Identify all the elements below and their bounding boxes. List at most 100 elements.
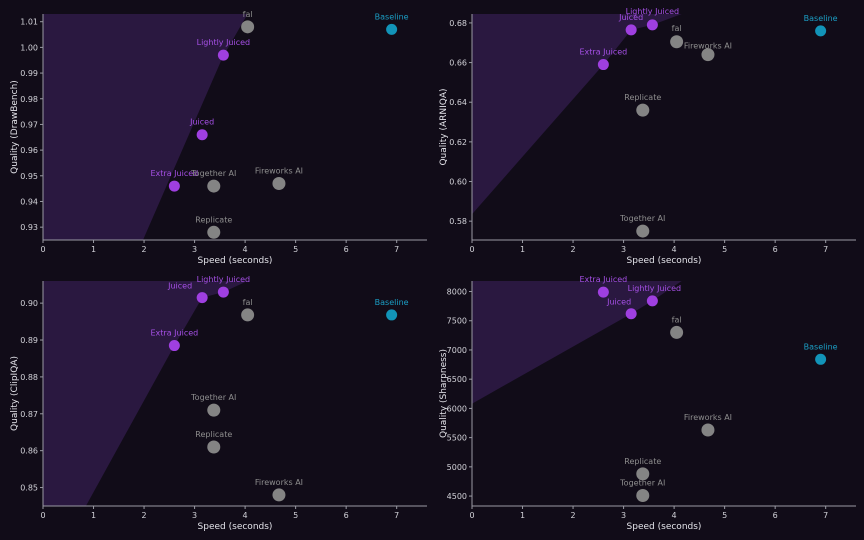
x-tick-label: 1 (520, 511, 525, 520)
point-baseline (386, 309, 398, 321)
x-tick-label: 3 (621, 511, 626, 520)
x-tick-label: 2 (571, 511, 576, 520)
y-tick-label: 0.86 (20, 447, 38, 456)
y-tick-label: 0.89 (20, 336, 38, 345)
x-axis-label: Speed (seconds) (627, 256, 702, 266)
x-tick-label: 3 (192, 511, 197, 520)
y-tick-label: 0.96 (20, 146, 38, 155)
y-tick-label: 0.88 (20, 373, 38, 382)
point-lightly-juiced (217, 286, 229, 298)
x-tick-label: 3 (192, 245, 197, 254)
point-replicate (207, 225, 221, 239)
point-label-lightly-juiced: Lightly Juiced (626, 7, 680, 16)
point-replicate (636, 467, 650, 481)
x-tick-label: 2 (142, 245, 147, 254)
point-label-fal: fal (243, 298, 253, 307)
x-axis-label: Speed (seconds) (627, 522, 702, 532)
point-label-replicate: Replicate (195, 430, 232, 439)
point-label-fireworks-ai: Fireworks AI (684, 413, 732, 422)
point-label-lightly-juiced: Lightly Juiced (628, 284, 682, 293)
x-tick-label: 5 (722, 511, 727, 520)
point-fal (670, 35, 684, 49)
x-tick-label: 2 (571, 245, 576, 254)
y-tick-label: 0.97 (20, 120, 38, 129)
x-tick-label: 4 (672, 245, 677, 254)
y-tick-label: 1.00 (20, 43, 38, 52)
y-tick-label: 0.94 (20, 197, 38, 206)
y-tick-label: 5000 (447, 463, 467, 472)
y-axis-label: Quality (DrawBench) (10, 80, 20, 174)
x-tick-label: 4 (243, 511, 248, 520)
point-baseline (386, 23, 398, 35)
y-tick-label: 0.62 (449, 138, 467, 147)
x-tick-label: 0 (40, 245, 45, 254)
x-tick-label: 6 (773, 245, 778, 254)
point-label-fal: fal (243, 10, 253, 19)
point-replicate (636, 103, 650, 117)
point-together-ai (636, 224, 650, 238)
x-tick-label: 5 (722, 245, 727, 254)
point-fal (241, 308, 255, 322)
point-juiced (625, 24, 637, 36)
point-label-together-ai: Together AI (190, 169, 236, 178)
x-tick-label: 7 (394, 245, 399, 254)
chart-panel-3: 0 1 2 3 4 5 6 7 0.85 0.86 0.87 0.88 0.89 0.90 Speed (s… (10, 275, 427, 532)
point-fireworks-ai (272, 488, 286, 502)
y-tick-label: 0.64 (449, 98, 467, 107)
point-label-juiced: Juiced (606, 298, 631, 307)
x-tick-label: 6 (773, 511, 778, 520)
y-tick-label: 4500 (447, 492, 467, 501)
point-label-replicate: Replicate (624, 457, 661, 466)
point-extra-juiced (597, 59, 609, 71)
y-tick-label: 6000 (447, 404, 467, 413)
point-label-replicate: Replicate (624, 93, 661, 102)
point-lightly-juiced (646, 295, 658, 307)
point-label-extra-juiced: Extra Juiced (580, 48, 628, 57)
y-tick-label: 1.01 (20, 18, 38, 27)
x-tick-label: 0 (469, 511, 474, 520)
chart-panel-1: 0 1 2 3 4 5 6 7 0.93 0.94 0.95 0.96 0.97 0.98 0.99 1.00… (10, 10, 427, 266)
point-fireworks-ai (272, 177, 286, 190)
x-tick-label: 1 (91, 245, 96, 254)
point-together-ai (207, 179, 221, 193)
point-label-together-ai: Together AI (619, 478, 665, 487)
x-tick-label: 4 (672, 511, 677, 520)
point-juiced (625, 308, 637, 320)
point-label-juiced: Juiced (618, 13, 643, 22)
point-label-together-ai: Together AI (190, 393, 236, 402)
x-tick-label: 5 (293, 511, 298, 520)
point-lightly-juiced (217, 49, 229, 61)
y-tick-label: 0.60 (449, 178, 467, 187)
x-tick-label: 7 (823, 245, 828, 254)
point-fal (670, 325, 684, 339)
y-tick-label: 0.66 (449, 59, 467, 68)
point-label-extra-juiced: Extra Juiced (151, 329, 199, 338)
chart-panel-2: 0 1 2 3 4 5 6 7 0.58 0.60 0.62 0.64 0.66 0.68 Speed (s… (439, 7, 856, 266)
y-tick-label: 8000 (447, 288, 467, 297)
point-label-baseline: Baseline (804, 14, 838, 23)
x-tick-label: 7 (823, 511, 828, 520)
y-tick-label: 0.99 (20, 69, 38, 78)
point-label-replicate: Replicate (195, 215, 232, 224)
x-tick-label: 5 (293, 245, 298, 254)
point-baseline (815, 25, 827, 37)
point-together-ai (207, 403, 221, 417)
point-label-extra-juiced: Extra Juiced (151, 169, 199, 178)
point-label-baseline: Baseline (804, 342, 838, 351)
point-label-juiced: Juiced (167, 282, 192, 291)
y-axis-label: Quality (ClipIQA) (10, 356, 20, 431)
point-together-ai (636, 488, 650, 502)
point-baseline (815, 353, 827, 365)
point-label-fireworks-ai: Fireworks AI (255, 478, 303, 487)
x-tick-label: 2 (142, 511, 147, 520)
x-tick-label: 4 (243, 245, 248, 254)
y-tick-label: 0.58 (449, 217, 467, 226)
y-tick-label: 6500 (447, 375, 467, 384)
y-tick-label: 0.95 (20, 172, 38, 181)
point-label-fal: fal (672, 24, 682, 33)
x-tick-label: 6 (344, 511, 349, 520)
point-label-juiced: Juiced (189, 118, 214, 127)
point-lightly-juiced (646, 19, 658, 31)
y-axis-label: Quality (Sharpness) (439, 349, 449, 438)
